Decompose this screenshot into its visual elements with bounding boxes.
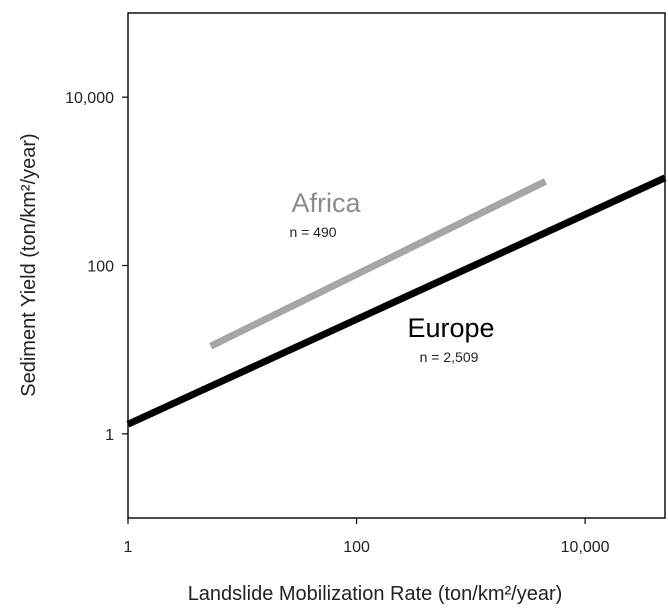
x-axis-ticks: 1 100 10,000: [124, 518, 610, 556]
series-label-africa: Africa: [291, 188, 361, 218]
series-label-europe: Europe: [407, 313, 494, 343]
y-tick-label: 1: [105, 427, 114, 444]
series-line-africa: [209, 178, 548, 350]
series-count-europe: n = 2,509: [420, 349, 479, 365]
plot-frame: [127, 12, 666, 519]
x-axis-title: Landslide Mobilization Rate (ton/km²/yea…: [188, 583, 563, 605]
y-tick-label: 100: [87, 259, 114, 276]
y-tick-label: 10,000: [65, 90, 114, 107]
series-layer: Africa n = 490 Europe n = 2,509: [126, 174, 667, 428]
x-tick-label: 100: [343, 539, 370, 556]
y-axis-title: Sediment Yield (ton/km²/year): [18, 133, 40, 396]
x-tick-label: 10,000: [561, 539, 610, 556]
series-count-africa: n = 490: [289, 224, 336, 240]
series-line-europe: [126, 174, 667, 428]
y-axis-ticks: 1 100 10,000: [65, 90, 128, 444]
x-tick-label: 1: [124, 539, 133, 556]
